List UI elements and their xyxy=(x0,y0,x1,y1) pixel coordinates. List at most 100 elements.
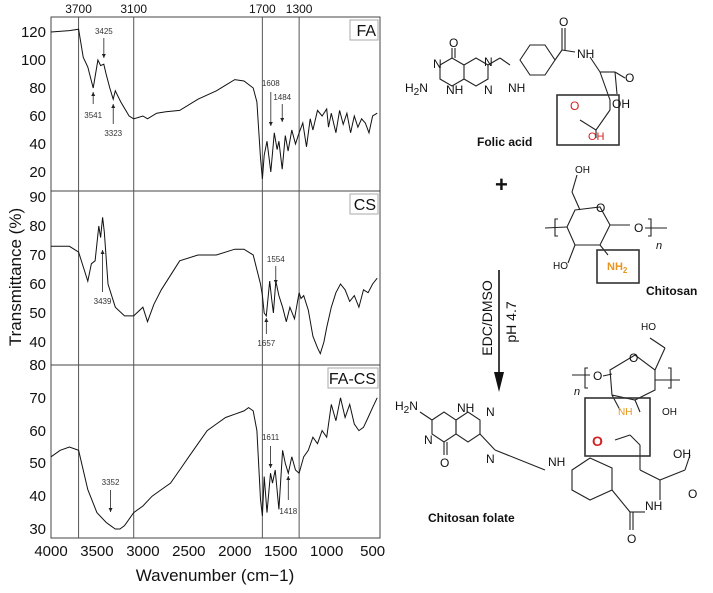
y-tick-label: 20 xyxy=(29,164,46,181)
atom-o: O xyxy=(629,351,638,365)
y-tick-label: 80 xyxy=(29,357,46,374)
spectrum-cs xyxy=(51,217,378,355)
y-axis-title: Transmittance (%) xyxy=(6,208,25,346)
benzene-ring-product xyxy=(571,457,613,501)
folic-acid-label: Folic acid xyxy=(477,135,532,149)
y-tick-label: 60 xyxy=(29,108,46,125)
amine-highlight-box xyxy=(596,249,640,284)
atom-nh: NH xyxy=(645,499,662,513)
atom-n: N xyxy=(484,83,493,97)
atom-o: O xyxy=(688,487,697,501)
y-tick-label: 80 xyxy=(29,80,46,97)
peak-label: 1418 xyxy=(279,507,297,516)
atom-oh: OH xyxy=(673,447,691,461)
atom-nh: NH xyxy=(457,401,474,415)
atom-nh: NH xyxy=(446,83,463,97)
y-tick-label: 40 xyxy=(29,488,46,505)
scheme-labels: O N N N NH H2N NH O NH O OH O OH Folic a… xyxy=(395,15,697,546)
y-tick-label: 100 xyxy=(21,52,46,69)
atom-o: O xyxy=(634,221,643,235)
x-tick-label: 1000 xyxy=(310,543,343,560)
carboxyl-highlight-box xyxy=(556,94,620,146)
plot-border xyxy=(50,16,381,539)
arrow-head-icon xyxy=(268,122,273,126)
x-tick-label: 2500 xyxy=(172,543,205,560)
reagent-ph: pH 4.7 xyxy=(503,301,519,342)
y-tick-label: 80 xyxy=(29,218,46,235)
reaction-scheme xyxy=(419,28,691,530)
y-tick-label: 90 xyxy=(29,189,46,206)
reference-label: 3700 xyxy=(65,2,92,16)
atom-nh: NH xyxy=(577,47,594,61)
atom-h2n: H2N xyxy=(395,399,418,416)
atom-n: N xyxy=(484,55,493,69)
y-tick-label: 70 xyxy=(29,390,46,407)
x-axis-title: Wavenumber (cm−1) xyxy=(136,566,295,585)
atom-o: O xyxy=(559,15,568,29)
atom-h2n: H2N xyxy=(405,81,428,98)
atom-n: N xyxy=(486,405,495,419)
peak-label: 3352 xyxy=(102,478,120,487)
arrow-head-icon xyxy=(286,476,291,480)
reference-lines xyxy=(78,17,300,538)
peak-label: 1657 xyxy=(257,339,275,348)
y-tick-label: 30 xyxy=(29,521,46,538)
y-tick-label: 50 xyxy=(29,455,46,472)
atom-o: O xyxy=(440,456,449,470)
atom-o: O xyxy=(593,369,602,383)
reference-label: 3100 xyxy=(120,2,147,16)
benzene-ring xyxy=(519,44,556,76)
atom-n: N xyxy=(424,433,433,447)
spectrum-fa-cs xyxy=(50,397,378,530)
atom-oh: OH xyxy=(662,407,677,418)
x-tick-label: 1500 xyxy=(264,543,297,560)
atom-o: O xyxy=(625,71,634,85)
repeat-n: n xyxy=(656,240,662,252)
x-tick-label: 4000 xyxy=(34,543,67,560)
reaction-arrow xyxy=(494,270,504,392)
atom-nh: NH xyxy=(508,81,525,95)
atom-nh2-highlight: NH2 xyxy=(607,261,628,275)
arrow-head-icon xyxy=(111,104,116,108)
peak-label: 3439 xyxy=(94,297,112,306)
atom-oh: OH xyxy=(575,165,590,176)
peak-label: 1484 xyxy=(273,93,291,102)
chitosan-folate-structure xyxy=(419,337,691,530)
x-tick-label: 3500 xyxy=(80,543,113,560)
atom-n: N xyxy=(433,57,442,71)
atom-o: O xyxy=(627,532,636,546)
atom-o: O xyxy=(449,36,458,50)
panel-label: CS xyxy=(354,197,376,214)
atom-n: N xyxy=(486,452,495,466)
spectrum-fa xyxy=(50,28,378,180)
x-tick-label: 3000 xyxy=(126,543,159,560)
arrow-head-icon xyxy=(91,92,96,96)
peak-label: 1611 xyxy=(262,433,280,442)
plot-frames xyxy=(50,16,381,539)
folic-acid-structure xyxy=(439,28,626,146)
arrow-head-icon xyxy=(264,318,269,322)
arrow-head-icon xyxy=(273,280,278,284)
peak-label: 1554 xyxy=(267,255,285,264)
atom-o: O xyxy=(596,201,605,215)
chitosan-folate-label: Chitosan folate xyxy=(428,511,515,525)
plus-sign: + xyxy=(495,172,508,197)
arrow-head-icon xyxy=(268,464,273,468)
panel-label-box xyxy=(349,193,379,215)
chitosan-structure xyxy=(544,174,667,284)
panel-label-box xyxy=(327,367,379,389)
atom-nh-highlight: NH xyxy=(618,407,632,418)
arrow-head-icon xyxy=(101,54,106,58)
arrow-head-icon xyxy=(100,250,105,254)
panel-label: FA xyxy=(356,23,376,40)
y-tick-label: 60 xyxy=(29,423,46,440)
y-tick-label: 70 xyxy=(29,247,46,264)
panel-labels: FA CS FA-CS xyxy=(327,19,379,389)
repeat-n: n xyxy=(574,386,580,398)
x-tick-label: 500 xyxy=(360,543,385,560)
atom-nh: NH xyxy=(548,455,565,469)
chitosan-label: Chitosan xyxy=(646,284,697,298)
arrow-head-icon xyxy=(108,508,113,512)
